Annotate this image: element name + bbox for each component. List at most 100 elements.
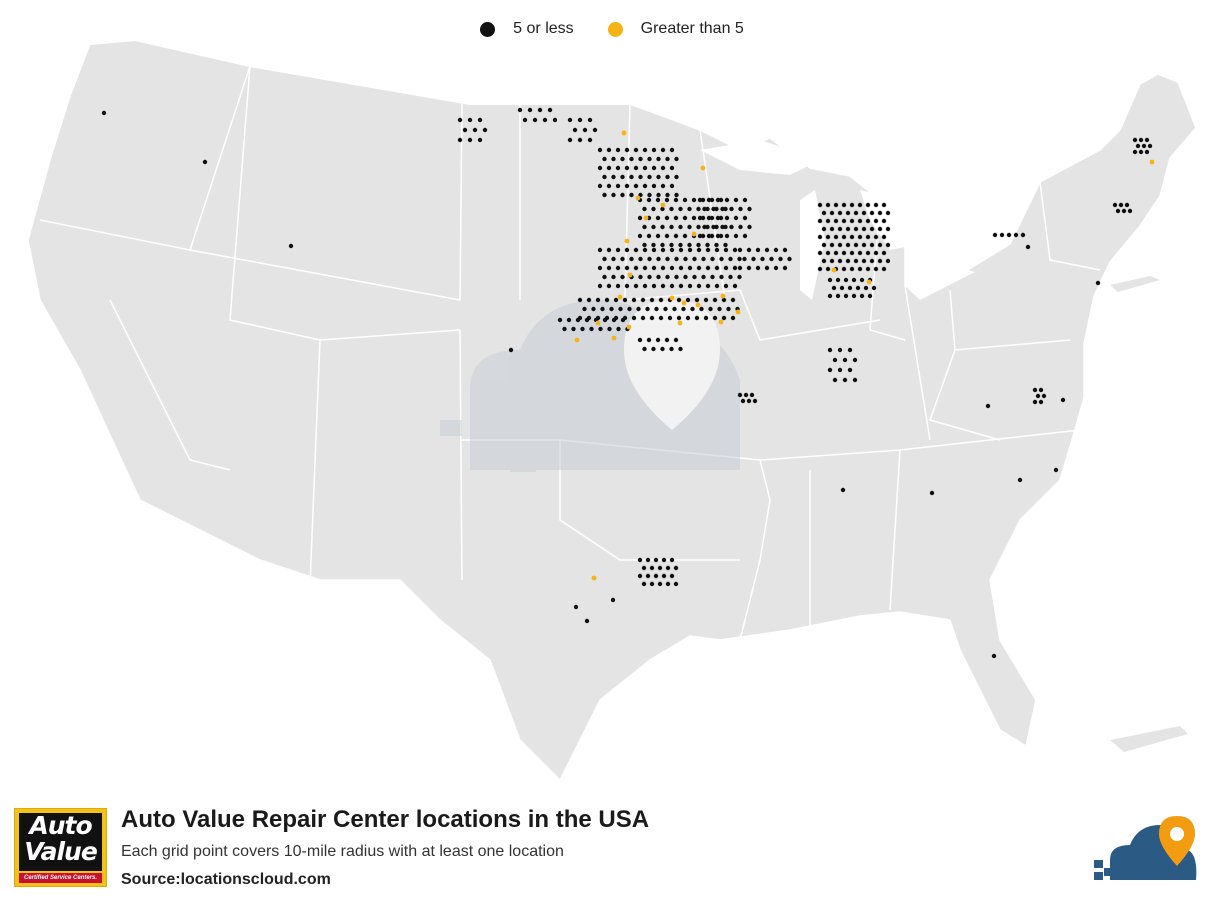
location-dot — [852, 357, 858, 363]
location-dot — [1038, 387, 1044, 393]
location-dot — [737, 274, 742, 280]
location-dot — [669, 224, 674, 230]
location-dot — [837, 258, 843, 264]
location-dot — [859, 277, 865, 283]
location-dot — [547, 107, 553, 113]
location-dot — [697, 215, 703, 221]
location-dot — [842, 377, 848, 383]
locationscloud-logo-icon — [1094, 816, 1197, 880]
legend: 5 or less Greater than 5 — [0, 20, 1224, 38]
location-dot — [674, 156, 679, 162]
location-dot — [646, 337, 652, 343]
location-dot — [692, 256, 697, 262]
location-dot — [1038, 399, 1044, 405]
location-dot — [522, 117, 528, 123]
location-dot — [649, 297, 655, 303]
location-dot — [633, 247, 639, 253]
location-dot — [787, 256, 792, 262]
location-dot — [720, 206, 725, 212]
location-dot — [597, 183, 603, 189]
location-dot — [849, 250, 855, 256]
location-dot — [746, 265, 752, 271]
location-dot — [730, 315, 736, 321]
location-dot — [985, 403, 991, 409]
location-dot — [885, 258, 891, 264]
location-dot — [706, 197, 712, 203]
location-dot — [1020, 232, 1026, 238]
location-dot — [667, 315, 673, 321]
location-dot — [1115, 208, 1121, 214]
location-dot — [673, 215, 679, 221]
location-dot — [992, 232, 998, 238]
great-lake-superior — [700, 140, 820, 175]
logo-tagline: Certified Service Centers. — [19, 873, 102, 883]
location-dot — [577, 297, 583, 303]
location-dot — [737, 256, 742, 262]
location-dot — [853, 226, 859, 232]
location-dot — [690, 306, 695, 312]
location-dot — [863, 285, 869, 291]
location-dot — [624, 247, 630, 253]
location-dot — [687, 206, 692, 212]
location-dot — [660, 265, 666, 271]
location-dot — [853, 242, 859, 248]
location-dot — [651, 206, 656, 212]
location-dot — [843, 293, 849, 299]
location-dot — [575, 317, 581, 323]
location-dot — [676, 297, 682, 303]
location-dot — [873, 202, 879, 208]
legend-dot-large-icon — [607, 21, 623, 37]
location-dot — [857, 266, 863, 272]
legend-label-large: Greater than 5 — [640, 20, 744, 37]
location-dot — [685, 297, 691, 303]
location-dot — [717, 306, 722, 312]
location-dot — [640, 297, 646, 303]
location-dot — [1138, 149, 1144, 155]
location-dot — [737, 247, 743, 253]
location-dot — [1035, 393, 1041, 399]
location-dot — [842, 357, 848, 363]
location-dot — [660, 183, 666, 189]
location-dot — [881, 234, 887, 240]
location-dot — [702, 206, 707, 212]
location-dot — [653, 557, 659, 563]
location-dot — [649, 565, 655, 571]
location-dot — [642, 224, 647, 230]
location-dot — [852, 377, 858, 383]
location-dot — [843, 277, 849, 283]
location-dot — [641, 565, 647, 571]
location-dot — [873, 218, 879, 224]
location-dot — [651, 283, 657, 289]
location-dot — [764, 265, 770, 271]
location-dot — [831, 285, 837, 291]
location-dot — [637, 233, 643, 239]
location-dot — [629, 256, 634, 262]
location-dot — [833, 202, 839, 208]
location-dot — [687, 242, 692, 248]
location-dot — [562, 326, 567, 332]
location-dot — [755, 265, 761, 271]
location-dot — [817, 250, 823, 256]
location-dot — [865, 234, 871, 240]
location-dot — [1017, 477, 1023, 483]
location-dot — [610, 597, 616, 603]
location-dot — [552, 117, 558, 123]
location-dot — [664, 337, 670, 343]
location-dot — [629, 192, 634, 198]
location-dot — [701, 274, 706, 280]
logo-line1: Auto — [29, 811, 92, 840]
location-dot — [738, 206, 743, 212]
location-dot — [857, 202, 863, 208]
location-dot — [651, 147, 657, 153]
location-dot — [749, 392, 755, 398]
location-dot — [660, 283, 666, 289]
watermark-logo — [440, 300, 740, 472]
location-dot — [582, 306, 587, 312]
location-dot — [669, 183, 675, 189]
location-dot — [729, 206, 734, 212]
location-dot — [710, 274, 715, 280]
location-dot — [1144, 137, 1150, 143]
location-dot — [859, 293, 865, 299]
location-dot — [821, 242, 827, 248]
location-dot — [841, 250, 847, 256]
